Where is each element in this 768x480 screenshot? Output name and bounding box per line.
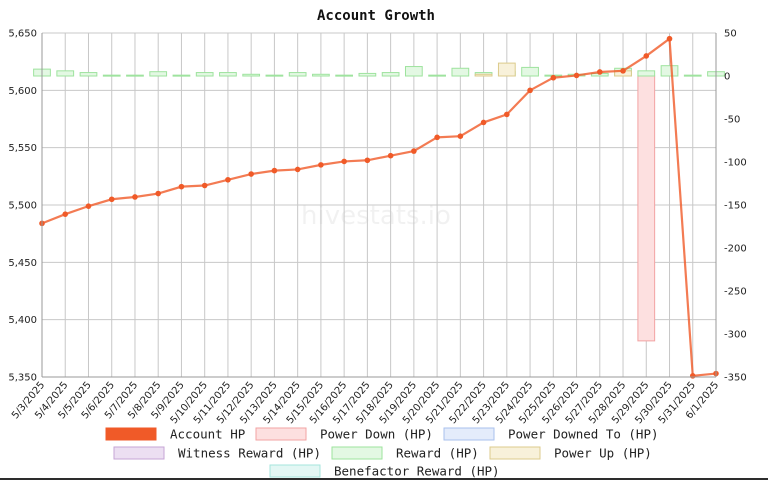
data-point [225,176,231,183]
legend-label: Power Downed To (HP) [508,427,659,442]
bar [126,74,144,77]
legend-swatch [331,446,383,460]
right-tick-label: -250 [724,287,747,298]
legend-swatch [105,427,157,441]
left-tick-label: 5,400 [8,315,37,326]
chart-title: Account Growth [317,8,435,24]
bar [404,66,423,77]
data-point [434,134,440,141]
bar [288,72,307,77]
data-point [294,166,301,173]
bar [451,67,470,77]
left-tick-label: 5,600 [8,86,37,97]
data-point [155,190,162,197]
data-point [527,87,533,94]
legend-label: Benefactor Reward (HP) [334,464,500,479]
bar [79,72,98,77]
legend-label: Witness Reward (HP) [178,446,321,461]
left-tick-label: 5,450 [8,258,37,269]
data-point [411,148,417,154]
bar [660,65,679,77]
data-point [387,152,394,159]
legend-item[interactable]: Power Up (HP) [489,446,652,461]
data-point [457,133,464,139]
watermark-text: hivestats.io [301,201,451,231]
data-point [666,35,673,42]
bar [242,73,261,77]
data-point [341,158,347,165]
legend-swatch [489,446,541,460]
bar [381,72,400,77]
right-tick-label: -50 [724,115,740,126]
data-point [480,119,487,126]
left-tick-label: 5,500 [8,201,37,212]
legend-item[interactable]: Account HP [105,427,245,442]
bar [219,72,237,77]
bar [195,72,214,77]
right-tick-label: -300 [724,330,747,341]
legend-label: Power Up (HP) [554,446,652,461]
data-point [201,182,208,189]
bar [102,74,121,77]
legend[interactable]: Account HP Power Down (HP) Power Downed To… [105,427,659,479]
bar [149,71,168,77]
bar [265,74,284,77]
data-point [643,53,650,59]
data-point [85,203,92,209]
data-point [62,211,69,217]
bottom-border [0,478,768,480]
right-tick-label: -150 [724,201,747,212]
legend-item[interactable]: Benefactor Reward (HP) [269,464,500,479]
legend-label: Reward (HP) [396,446,479,461]
bar [683,74,702,77]
data-point [596,69,603,75]
bar [637,75,656,342]
bar [474,73,493,77]
bar [637,70,656,77]
bar [521,66,539,77]
bar-series [33,62,725,342]
series-line [41,36,717,378]
data-point [271,167,278,174]
legend-swatch [443,427,495,441]
legend-swatch [113,446,165,460]
data-point [364,157,371,164]
left-tick-label: 5,350 [8,373,37,384]
data-point [178,183,185,190]
left-tick-label: 5,550 [8,143,37,154]
legend-label: Account HP [170,427,245,442]
legend-item[interactable]: Witness Reward (HP) [113,446,321,461]
legend-item[interactable]: Power Downed To (HP) [443,427,659,442]
data-point [108,196,115,203]
data-point [318,162,324,168]
data-point [504,111,510,118]
bar [497,62,516,77]
bar [172,74,191,77]
data-point [689,373,696,379]
right-tick-label: -100 [724,158,747,169]
right-tick-label: 50 [724,29,737,40]
bar [358,72,377,77]
bar [56,70,75,77]
bar [335,74,354,77]
right-tick-label: 0 [724,72,730,83]
bar [428,74,446,77]
legend-item[interactable]: Reward (HP) [331,446,479,461]
legend-swatch [269,464,321,478]
legend-swatch [255,427,307,441]
data-point [573,72,580,79]
data-point [550,74,557,81]
legend-item[interactable]: Power Down (HP) [255,427,433,442]
grid-lines [41,32,717,378]
data-point [248,171,254,177]
bar [312,73,330,77]
data-point [132,194,138,200]
left-tick-label: 5,650 [8,29,37,40]
legend-label: Power Down (HP) [320,427,433,442]
right-tick-label: -200 [724,244,747,255]
data-point [620,68,626,74]
right-tick-label: -350 [724,373,747,384]
